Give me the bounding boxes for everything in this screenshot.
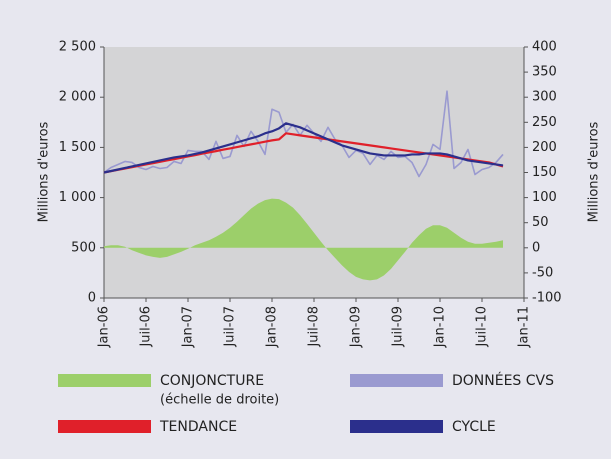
y2-tick-label: 300: [532, 90, 557, 105]
x-tick-label: Juil-10: [475, 306, 490, 348]
x-tick-label: Juil-06: [139, 306, 154, 348]
y-tick-label: 1 000: [59, 190, 96, 205]
y2-tick-label: -100: [532, 291, 562, 306]
legend-label: CYCLE: [452, 419, 496, 435]
y-axis-title: Millions d'euros: [37, 121, 52, 222]
y2-tick-label: 0: [532, 240, 540, 255]
y2-tick-label: 50: [532, 215, 549, 230]
legend-note: (échelle de droite): [160, 393, 279, 408]
x-tick-label: Jan-06: [97, 306, 112, 348]
x-tick-label: Jan-11: [517, 306, 532, 348]
x-tick-label: Jan-08: [265, 306, 280, 348]
legend-swatch: [58, 420, 151, 433]
plot-area: [104, 47, 524, 298]
line: [103, 132, 504, 174]
x-tick-label: Juil-07: [223, 306, 238, 348]
x-tick-label: Jan-10: [433, 306, 448, 348]
y2-tick-label: 100: [532, 190, 557, 205]
legend-label: TENDANCE: [159, 419, 237, 435]
y-tick-label: 500: [71, 240, 96, 255]
legend-swatch: [350, 420, 443, 433]
y2-tick-label: 150: [532, 165, 557, 180]
y-tick-label: 2 500: [59, 40, 96, 55]
y2-tick-label: 250: [532, 115, 557, 130]
line: [103, 90, 504, 178]
y2-tick-label: 350: [532, 65, 557, 80]
area: [104, 198, 503, 281]
y-tick-label: 1 500: [59, 140, 96, 155]
legend-label: CONJONCTURE: [160, 373, 264, 389]
y-tick-label: 0: [88, 291, 96, 306]
legend-label: DONNÉES CVS: [452, 372, 554, 389]
y-tick-label: 2 000: [59, 90, 96, 105]
y2-tick-label: 200: [532, 140, 557, 155]
x-tick-label: Jan-09: [349, 306, 364, 348]
line: [103, 122, 504, 174]
x-tick-label: Juil-09: [391, 306, 406, 348]
y2-tick-label: 400: [532, 40, 557, 55]
x-tick-label: Juil-08: [307, 306, 322, 348]
y2-tick-label: -50: [532, 265, 553, 280]
legend-swatch: [58, 374, 151, 387]
x-tick-label: Jan-07: [181, 306, 196, 348]
y2-axis-title: Millions d'euros: [587, 121, 602, 222]
legend-swatch: [350, 374, 443, 387]
